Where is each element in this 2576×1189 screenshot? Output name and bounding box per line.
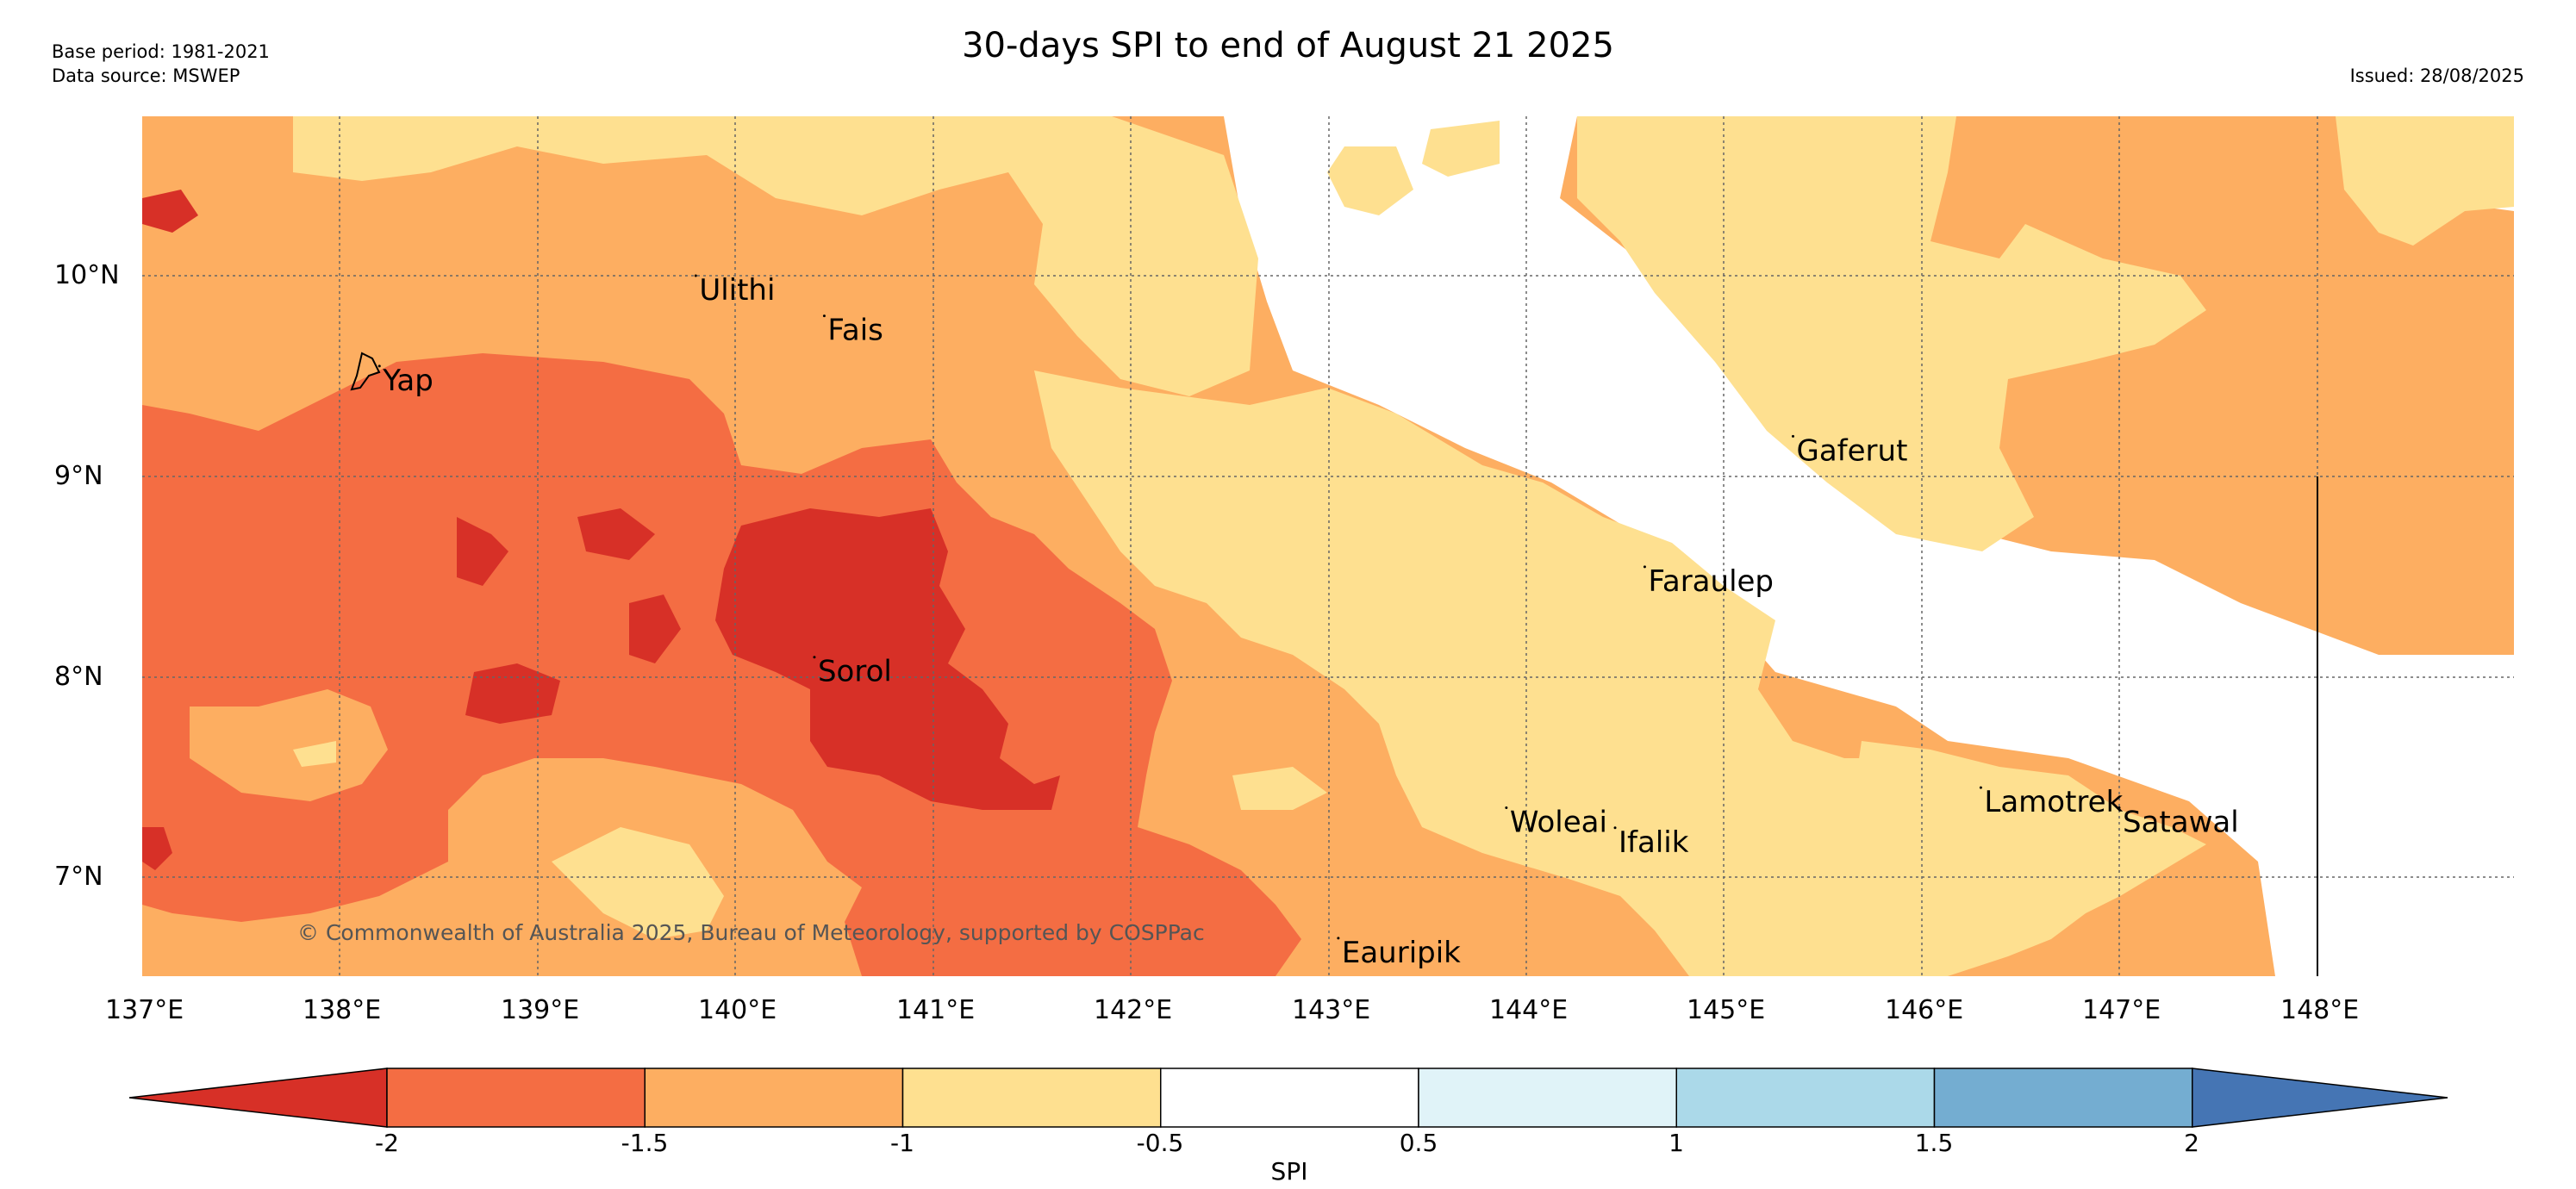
copyright-note: © Commonwealth of Australia 2025, Bureau… xyxy=(297,920,1205,945)
place-marker xyxy=(1505,806,1508,809)
place-marker xyxy=(2118,806,2121,809)
place-label: Ulithi xyxy=(699,273,775,308)
x-tick-label: 138°E xyxy=(303,995,382,1025)
spi-deep-red-region xyxy=(465,663,560,724)
colorbar-tick: 1.5 xyxy=(1914,1129,1954,1157)
place-label: Faraulep xyxy=(1648,564,1774,599)
colorbar-extend-high xyxy=(2192,1068,2448,1128)
colorbar-segment xyxy=(1933,1068,2193,1128)
place-marker xyxy=(813,656,816,659)
spi-orange-region xyxy=(190,689,388,801)
spi-yellow-region xyxy=(293,116,1258,396)
place-label: Gaferut xyxy=(1796,433,1907,468)
spi-deep-red-region xyxy=(577,508,655,560)
place-marker xyxy=(822,314,826,318)
x-tick-label: 141°E xyxy=(896,995,976,1025)
colorbar-segment xyxy=(386,1068,646,1128)
spi-yellow-region xyxy=(1034,370,1930,976)
colorbar-tick: -1.5 xyxy=(621,1129,669,1157)
spi-yellow-region xyxy=(1327,146,1413,215)
place-label: Sorol xyxy=(818,655,892,689)
place-label: Eauripik xyxy=(1342,936,1461,970)
spi-yellow-region xyxy=(1844,741,2206,976)
colorbar-tick: -2 xyxy=(375,1129,399,1157)
place-marker xyxy=(377,364,381,368)
y-tick-label: 8°N xyxy=(54,662,103,692)
x-tick-label: 143°E xyxy=(1292,995,1371,1025)
spi-yellow-region xyxy=(1422,121,1500,177)
x-tick-label: 144°E xyxy=(1489,995,1569,1025)
map-plot-area xyxy=(142,116,2514,976)
yap-island xyxy=(350,352,381,391)
spi-deep-red-region xyxy=(457,517,508,586)
spi-white-region xyxy=(1224,116,2514,976)
place-marker xyxy=(1643,565,1646,569)
y-tick-label: 9°N xyxy=(54,461,103,491)
spi-yellow-region xyxy=(552,827,724,939)
spi-yellow-region xyxy=(1577,116,2206,551)
colorbar-segment xyxy=(1418,1068,1677,1128)
colorbar-title: SPI xyxy=(1270,1157,1308,1186)
base-period-label: Base period: 1981-2021 xyxy=(52,41,270,62)
spi-red-orange-region xyxy=(142,353,1301,976)
colorbar-tick: 2 xyxy=(2184,1129,2199,1157)
place-marker xyxy=(1791,434,1794,438)
colorbar-segment xyxy=(1675,1068,1936,1128)
spi-deep-red-region xyxy=(715,508,1060,810)
x-tick-label: 137°E xyxy=(105,995,184,1025)
place-marker xyxy=(1613,826,1617,830)
issued-label: Issued: 28/08/2025 xyxy=(2349,65,2524,86)
spi-deep-red-region xyxy=(142,190,198,233)
place-marker xyxy=(1979,786,1982,789)
place-label: Woleai xyxy=(1510,805,1607,839)
spi-yellow-region xyxy=(2336,116,2514,246)
colorbar-extend-low xyxy=(128,1068,388,1128)
place-labels: Yap Ulithi Fais Gaferut Faraulep Sorol Woleai I… xyxy=(377,273,2239,970)
x-tick-label: 139°E xyxy=(501,995,580,1025)
map-title: 30-days SPI to end of August 21 2025 xyxy=(962,26,1614,65)
y-tick-label: 10°N xyxy=(54,260,120,290)
x-tick-label: 145°E xyxy=(1687,995,1766,1025)
place-marker xyxy=(694,274,697,277)
spi-yellow-region xyxy=(293,741,336,767)
x-tick-label: 146°E xyxy=(1885,995,1964,1025)
place-marker xyxy=(1337,937,1340,940)
colorbar-segment xyxy=(1160,1068,1419,1128)
colorbar-segment xyxy=(901,1068,1162,1128)
place-label: Ifalik xyxy=(1619,825,1689,860)
colorbar-tick: 0.5 xyxy=(1399,1129,1438,1157)
place-label: Lamotrek xyxy=(1984,785,2123,819)
data-source-label: Data source: MSWEP xyxy=(52,65,240,86)
x-tick-label: 140°E xyxy=(698,995,777,1025)
colorbar-tick: -1 xyxy=(890,1129,914,1157)
x-tick-label: 148°E xyxy=(2280,995,2360,1025)
spi-deep-red-region xyxy=(142,827,172,870)
place-label: Satawal xyxy=(2123,805,2239,839)
spi-colorbar xyxy=(128,1068,2448,1128)
place-label: Fais xyxy=(827,314,883,348)
place-label: Yap xyxy=(382,364,433,398)
colorbar-segment xyxy=(644,1068,904,1128)
x-tick-label: 147°E xyxy=(2082,995,2161,1025)
spi-white-region xyxy=(1879,620,2025,741)
colorbar-tick: 1 xyxy=(1668,1129,1684,1157)
spi-yellow-region xyxy=(1232,767,1327,810)
colorbar-tick: -0.5 xyxy=(1136,1129,1184,1157)
spi-deep-red-region xyxy=(629,594,681,663)
y-tick-label: 7°N xyxy=(54,862,103,892)
x-tick-label: 142°E xyxy=(1094,995,1173,1025)
